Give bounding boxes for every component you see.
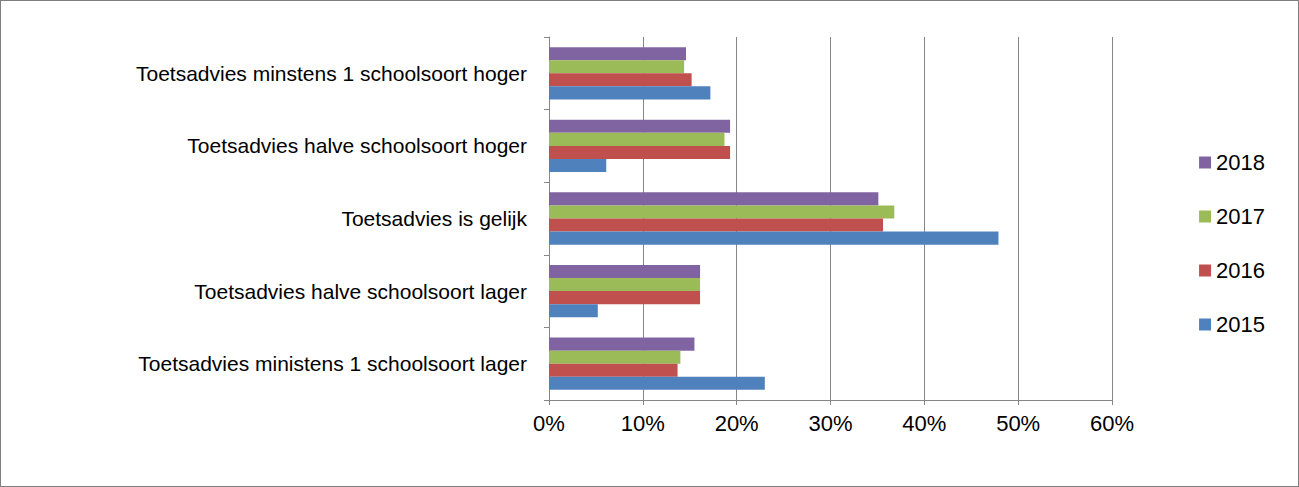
svg-text:Toetsadvies halve schoolsoort: Toetsadvies halve schoolsoort lager (194, 280, 527, 303)
svg-text:2015: 2015 (1216, 312, 1265, 337)
svg-text:Toetsadvies minstens 1 schools: Toetsadvies minstens 1 schoolsoort hoger (136, 62, 527, 85)
svg-text:60%: 60% (1090, 411, 1134, 436)
svg-text:20%: 20% (715, 411, 759, 436)
svg-text:2016: 2016 (1216, 258, 1265, 283)
svg-text:50%: 50% (996, 411, 1040, 436)
svg-text:10%: 10% (621, 411, 665, 436)
svg-text:30%: 30% (808, 411, 852, 436)
svg-text:40%: 40% (902, 411, 946, 436)
svg-text:Toetsadvies is gelijk: Toetsadvies is gelijk (341, 207, 527, 230)
svg-text:0%: 0% (533, 411, 565, 436)
svg-text:2017: 2017 (1216, 204, 1265, 229)
svg-text:Toetsadvies halve schoolsoort: Toetsadvies halve schoolsoort hoger (187, 134, 527, 157)
svg-text:2018: 2018 (1216, 150, 1265, 175)
svg-text:Toetsadvies ministens 1 school: Toetsadvies ministens 1 schoolsoort lage… (138, 352, 527, 375)
